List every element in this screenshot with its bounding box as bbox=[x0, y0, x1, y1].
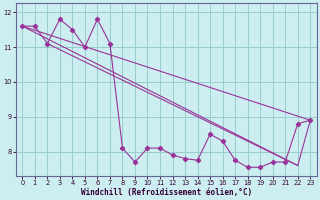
X-axis label: Windchill (Refroidissement éolien,°C): Windchill (Refroidissement éolien,°C) bbox=[81, 188, 252, 197]
